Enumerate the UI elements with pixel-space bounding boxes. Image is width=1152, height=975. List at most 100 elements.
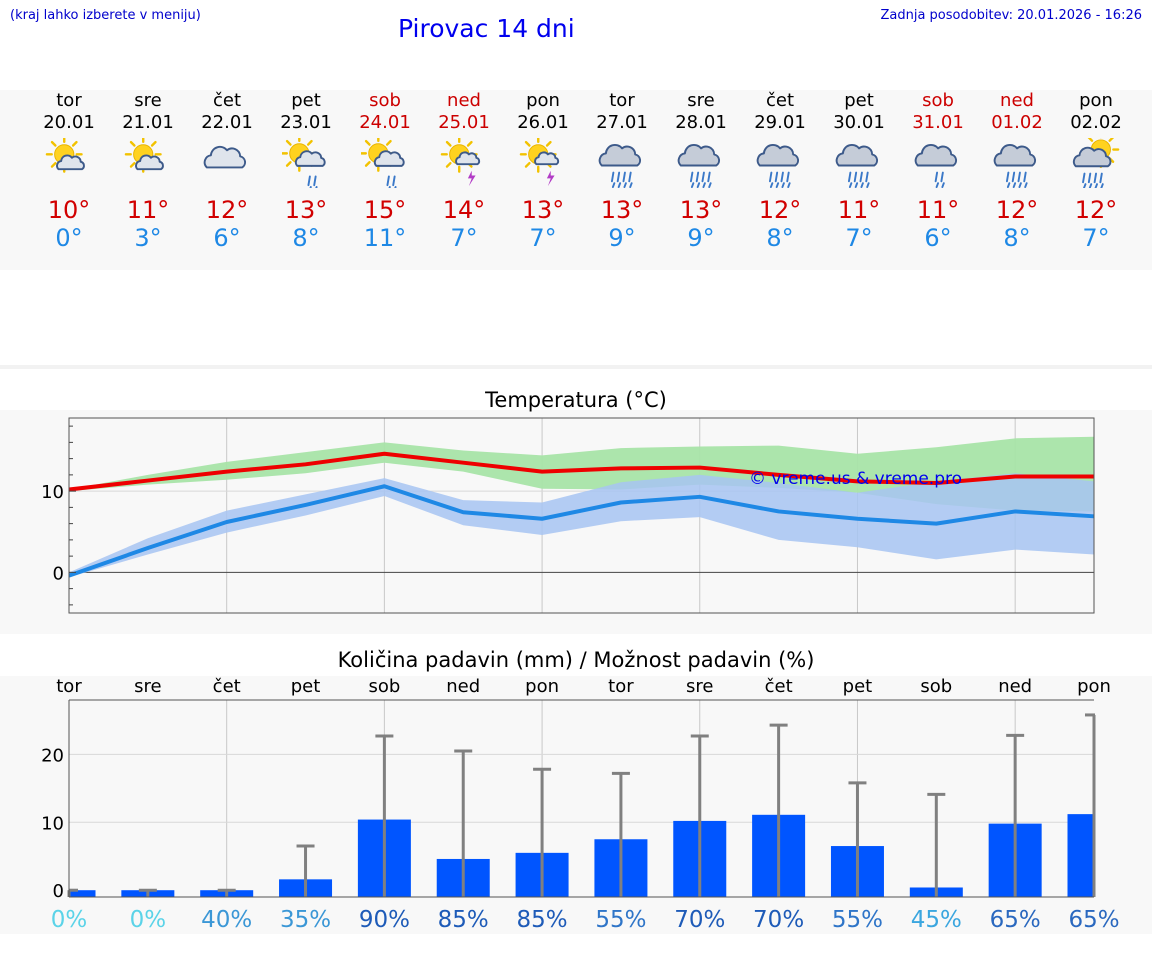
temp-max: 14°	[442, 196, 486, 224]
cloud-icon	[203, 145, 246, 169]
temp-min: 0°	[55, 224, 83, 252]
plot-frame	[68, 417, 1095, 614]
precip-probability: 55%	[832, 907, 883, 933]
temp-min: 6°	[924, 224, 952, 252]
temp-max: 15°	[363, 196, 407, 224]
y-tick-label: 20	[41, 745, 64, 766]
sun-cloud-rain-icon	[282, 138, 326, 188]
precip-probability: 55%	[595, 907, 646, 933]
day-name: sob	[369, 90, 401, 111]
temp-min: 7°	[529, 224, 557, 252]
day-date: 01.02	[991, 112, 1043, 133]
day-name: pet	[844, 90, 874, 111]
temp-max: 12°	[1074, 196, 1118, 224]
day-label: ned	[446, 676, 480, 697]
temp-max: 11°	[126, 196, 170, 224]
temp-min: 11°	[363, 224, 407, 252]
cloud-rain-icon	[756, 144, 799, 188]
day-name: sre	[687, 90, 715, 111]
precip-probability: 65%	[1068, 907, 1119, 933]
temp-max: 11°	[916, 196, 960, 224]
day-name: tor	[609, 90, 635, 111]
precipitation-chart-title: Količina padavin (mm) / Možnost padavin …	[337, 648, 815, 672]
temp-max: 13°	[679, 196, 723, 224]
temp-min: 7°	[845, 224, 873, 252]
sun-cloud-rain-icon	[361, 138, 405, 188]
cloud-rain-icon	[677, 144, 720, 188]
temp-max: 12°	[995, 196, 1039, 224]
temp-max: 12°	[205, 196, 249, 224]
watermark: © vreme.us & vreme.pro	[749, 469, 962, 489]
day-name: sob	[922, 90, 954, 111]
temp-max: 13°	[600, 196, 644, 224]
y-tick-label: 0	[53, 563, 64, 584]
temperature-chart: 10 0 © vreme.us & vreme.pro	[41, 417, 1095, 614]
sun-thunder-icon	[440, 138, 481, 187]
day-label: pon	[1077, 676, 1111, 697]
day-date: 29.01	[754, 112, 806, 133]
day-label: pet	[843, 676, 873, 697]
temp-min: 3°	[134, 224, 162, 252]
temp-min: 8°	[766, 224, 794, 252]
y-tick-label: 10	[41, 482, 64, 503]
divider	[0, 365, 1152, 369]
day-date: 23.01	[280, 112, 332, 133]
day-date: 30.01	[833, 112, 885, 133]
day-label: tor	[56, 676, 82, 697]
sun-cloud-heavy-rain-icon	[1072, 138, 1120, 188]
day-date: 25.01	[438, 112, 490, 133]
day-label: sob	[368, 676, 400, 697]
temp-max: 10°	[47, 196, 91, 224]
sun-cloud-icon	[45, 138, 85, 173]
day-name: čet	[212, 90, 242, 111]
precip-probability: 35%	[280, 907, 331, 933]
precipitation-chart: tor sre čet pet sob ned pon tor sre čet pet sob ned p…	[41, 676, 1119, 933]
precip-probability: 65%	[990, 907, 1041, 933]
day-name: ned	[1000, 90, 1034, 111]
max-temp-line	[68, 451, 1094, 492]
day-name: ned	[447, 90, 481, 111]
day-date: 02.02	[1070, 112, 1122, 133]
day-name: pon	[1079, 90, 1113, 111]
temp-max: 13°	[521, 196, 565, 224]
day-label: pon	[525, 676, 559, 697]
day-label: sob	[920, 676, 952, 697]
cloud-light-rain-icon	[914, 144, 957, 188]
temp-min: 8°	[292, 224, 320, 252]
precip-probability: 85%	[438, 907, 489, 933]
temp-max: 11°	[837, 196, 881, 224]
temp-min: 9°	[608, 224, 636, 252]
plot-area	[69, 700, 1094, 897]
day-date: 26.01	[517, 112, 569, 133]
temp-min: 7°	[1082, 224, 1110, 252]
precip-probability: 70%	[674, 907, 725, 933]
day-label: čet	[213, 676, 241, 697]
day-label: sre	[134, 676, 161, 697]
temp-max: 12°	[758, 196, 802, 224]
day-date: 24.01	[359, 112, 411, 133]
last-updated: Zadnja posodobitev: 20.01.2026 - 16:26	[880, 8, 1142, 23]
precip-probability: 0%	[51, 907, 88, 933]
min-temp-line	[68, 484, 1095, 578]
day-name: sre	[134, 90, 162, 111]
precip-probability: 85%	[517, 907, 568, 933]
precip-bar	[69, 890, 96, 897]
day-name: čet	[765, 90, 795, 111]
precip-probability: 40%	[201, 907, 252, 933]
max-range-band	[69, 436, 1094, 512]
precip-bar	[1067, 814, 1094, 897]
cloud-rain-icon	[993, 144, 1036, 188]
day-date: 31.01	[912, 112, 964, 133]
temperature-chart-title: Temperatura (°C)	[485, 388, 667, 412]
day-name: pon	[526, 90, 560, 111]
day-date: 28.01	[675, 112, 727, 133]
temp-min: 7°	[450, 224, 478, 252]
y-tick-label: 10	[41, 813, 64, 834]
temp-min: 8°	[1003, 224, 1031, 252]
sun-thunder-icon	[519, 138, 560, 187]
temp-min: 6°	[213, 224, 241, 252]
day-date: 22.01	[201, 112, 253, 133]
forecast-strip: tor 20.01 10° 0° sre 21.01 11° 3° čet 22.01 12° 6° p…	[0, 90, 1152, 270]
day-label: tor	[608, 676, 634, 697]
precip-probability: 0%	[130, 907, 167, 933]
